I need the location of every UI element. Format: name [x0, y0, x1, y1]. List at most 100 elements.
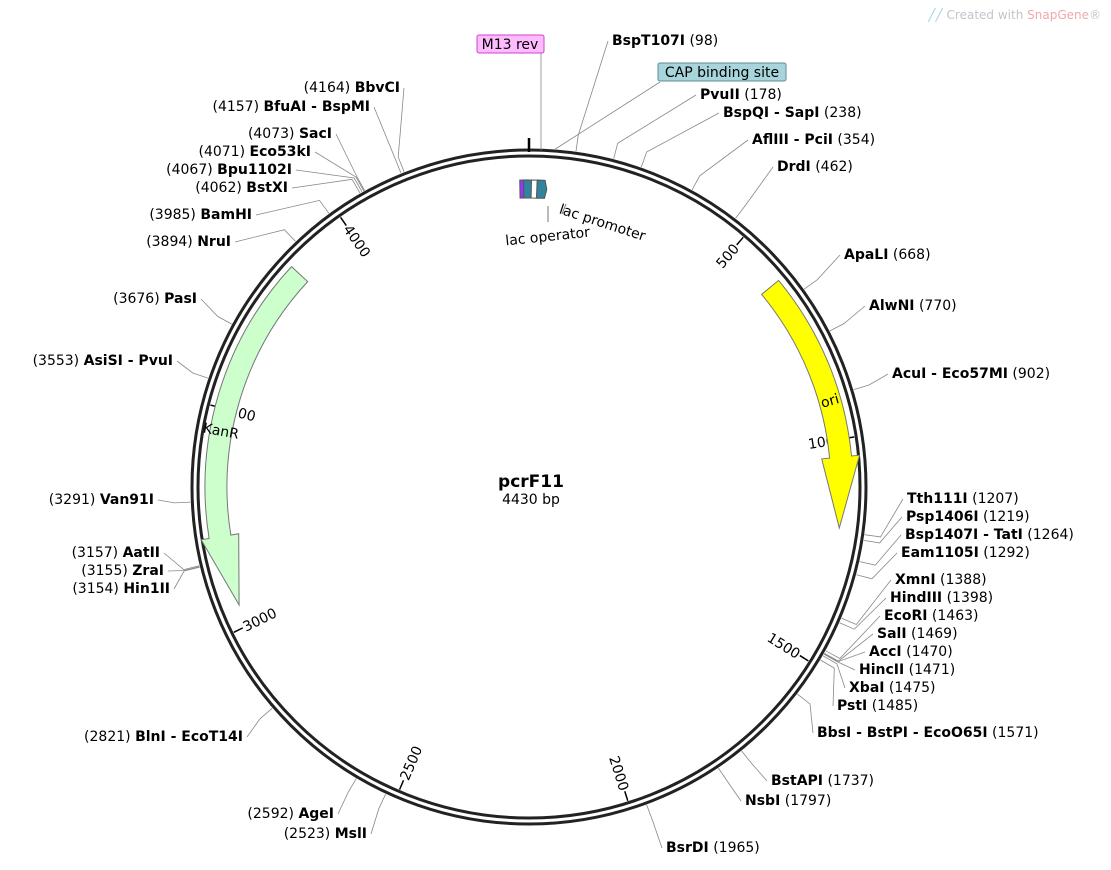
site-name: Bsp1407I - TatI — [905, 527, 1023, 543]
site-label: BspT107I (98) — [612, 33, 718, 49]
site-label: Psp1406I (1219) — [906, 509, 1030, 525]
site-position: (1471) — [904, 662, 955, 678]
site-acui-eco57mi: AcuI - Eco57MI (902) — [853, 366, 1050, 390]
tick-mark — [233, 627, 244, 633]
site-nrui: (3894) NruI — [146, 229, 296, 250]
site-leader-line — [157, 499, 191, 504]
site-label: (3553) AsiSI - PvuI — [33, 353, 173, 369]
site-name: ZraI — [132, 563, 164, 579]
site-name: PasI — [164, 291, 197, 307]
site-position: (1965) — [709, 840, 760, 856]
site-name: PvuII — [700, 87, 740, 103]
site-leader-line — [820, 659, 835, 707]
site-position: (3553) — [33, 353, 84, 369]
site-position: (3154) — [72, 581, 123, 597]
site-name: BspT107I — [612, 33, 685, 49]
tick-mark — [736, 236, 744, 246]
site-bpu1102i: (4067) Bpu1102I — [166, 162, 363, 193]
site-position: (98) — [685, 33, 718, 49]
site-leader-line — [295, 169, 363, 193]
tick-label: 1500 — [764, 630, 803, 662]
site-name: PstI — [837, 698, 867, 714]
watermark-icon: ╱╱ — [928, 8, 943, 22]
site-label: PstI (1485) — [837, 698, 918, 714]
site-bsrdi: BsrDI (1965) — [646, 804, 760, 856]
site-position: (238) — [819, 105, 861, 121]
site-afliii-pcii: AflIII - PciI (354) — [691, 132, 875, 190]
site-position: (1292) — [979, 545, 1030, 561]
site-name: Hin1II — [123, 581, 170, 597]
site-leader-line — [646, 804, 663, 849]
site-name: EcoRI — [884, 608, 927, 624]
site-leader-line — [640, 112, 720, 168]
site-position: (1219) — [979, 509, 1030, 525]
m13-rev-label: M13 rev — [482, 37, 539, 53]
watermark-mark: ® — [1089, 8, 1101, 22]
lac-promoter-leader — [561, 203, 567, 215]
site-label: Eam1105I (1292) — [901, 545, 1030, 561]
backbone-inner — [196, 154, 862, 820]
site-position: (3155) — [81, 563, 132, 579]
site-name: DrdI — [777, 159, 811, 175]
feature-label-ori: ori — [819, 391, 841, 411]
site-bspt107i: BspT107I (98) — [575, 33, 718, 152]
site-label: BspQI - SapI (238) — [723, 105, 862, 121]
site-leader-line — [825, 615, 881, 659]
site-position: (4071) — [199, 144, 250, 160]
tick-mark — [339, 216, 347, 226]
site-name: ApaLI — [844, 247, 888, 263]
site-position: (1470) — [902, 644, 953, 660]
site-pasi: (3676) PasI — [113, 291, 232, 325]
site-label: NsbI (1797) — [745, 793, 831, 809]
site-leader-line — [864, 498, 904, 538]
site-position: (4073) — [248, 126, 299, 142]
site-leader-line — [741, 750, 768, 782]
tick-mark — [398, 779, 405, 790]
site-eco53ki: (4071) Eco53kI — [199, 144, 365, 192]
site-position: (1797) — [780, 793, 831, 809]
watermark-brand: SnapGene — [1027, 8, 1089, 22]
site-name: BbvCI — [355, 80, 400, 96]
site-psti: PstI (1485) — [820, 659, 918, 714]
site-label: BsrDI (1965) — [666, 840, 760, 856]
site-label: Tth111I (1207) — [907, 491, 1019, 507]
site-name: BspQI - SapI — [723, 105, 819, 121]
site-leader-line — [829, 305, 866, 332]
site-bbvci: (4164) BbvCI — [304, 80, 405, 172]
site-aatii: (3157) AatII — [72, 545, 200, 571]
tick-label: 500 — [713, 241, 743, 272]
site-name: Tth111I — [907, 491, 968, 507]
site-label: (3154) Hin1II — [72, 581, 170, 597]
site-label: AcuI - Eco57MI (902) — [892, 366, 1050, 382]
site-leader-line — [839, 597, 887, 630]
site-label: (3985) BamHI — [149, 207, 252, 223]
site-position: (4164) — [304, 80, 355, 96]
site-name: AflIII - PciI — [752, 132, 833, 148]
site-bbsi-bstpi-ecoo65i: BbsI - BstPI - EcoO65I (1571) — [797, 693, 1039, 741]
site-name: AgeI — [298, 806, 334, 822]
site-leader-line — [335, 133, 365, 191]
site-leader-line — [863, 516, 903, 544]
site-leader-line — [397, 87, 405, 172]
site-name: SacI — [299, 126, 332, 142]
small-feature-arrow — [535, 179, 548, 199]
site-label: (4067) Bpu1102I — [166, 162, 292, 178]
site-hindiii: HindIII (1398) — [839, 590, 993, 630]
site-bspqi-sapi: BspQI - SapI (238) — [640, 105, 862, 168]
tick-label: 2500 — [397, 744, 426, 783]
site-label: (3157) AatII — [72, 545, 160, 561]
site-name: AccI — [869, 644, 902, 660]
site-bfuai-bspmi: (4157) BfuAI - BspMI — [212, 99, 402, 174]
site-apali: ApaLI (668) — [803, 247, 931, 290]
site-leader-line — [176, 360, 209, 379]
site-name: BfuAI - BspMI — [264, 99, 371, 115]
site-zrai: (3155) ZraI — [81, 563, 200, 579]
site-position: (4062) — [195, 180, 246, 196]
site-name: Eco53kI — [250, 144, 311, 160]
site-name: Psp1406I — [906, 509, 979, 525]
site-label: ApaLI (668) — [844, 247, 931, 263]
site-leader-line — [691, 139, 749, 190]
site-label: (2523) MslI — [284, 826, 367, 842]
